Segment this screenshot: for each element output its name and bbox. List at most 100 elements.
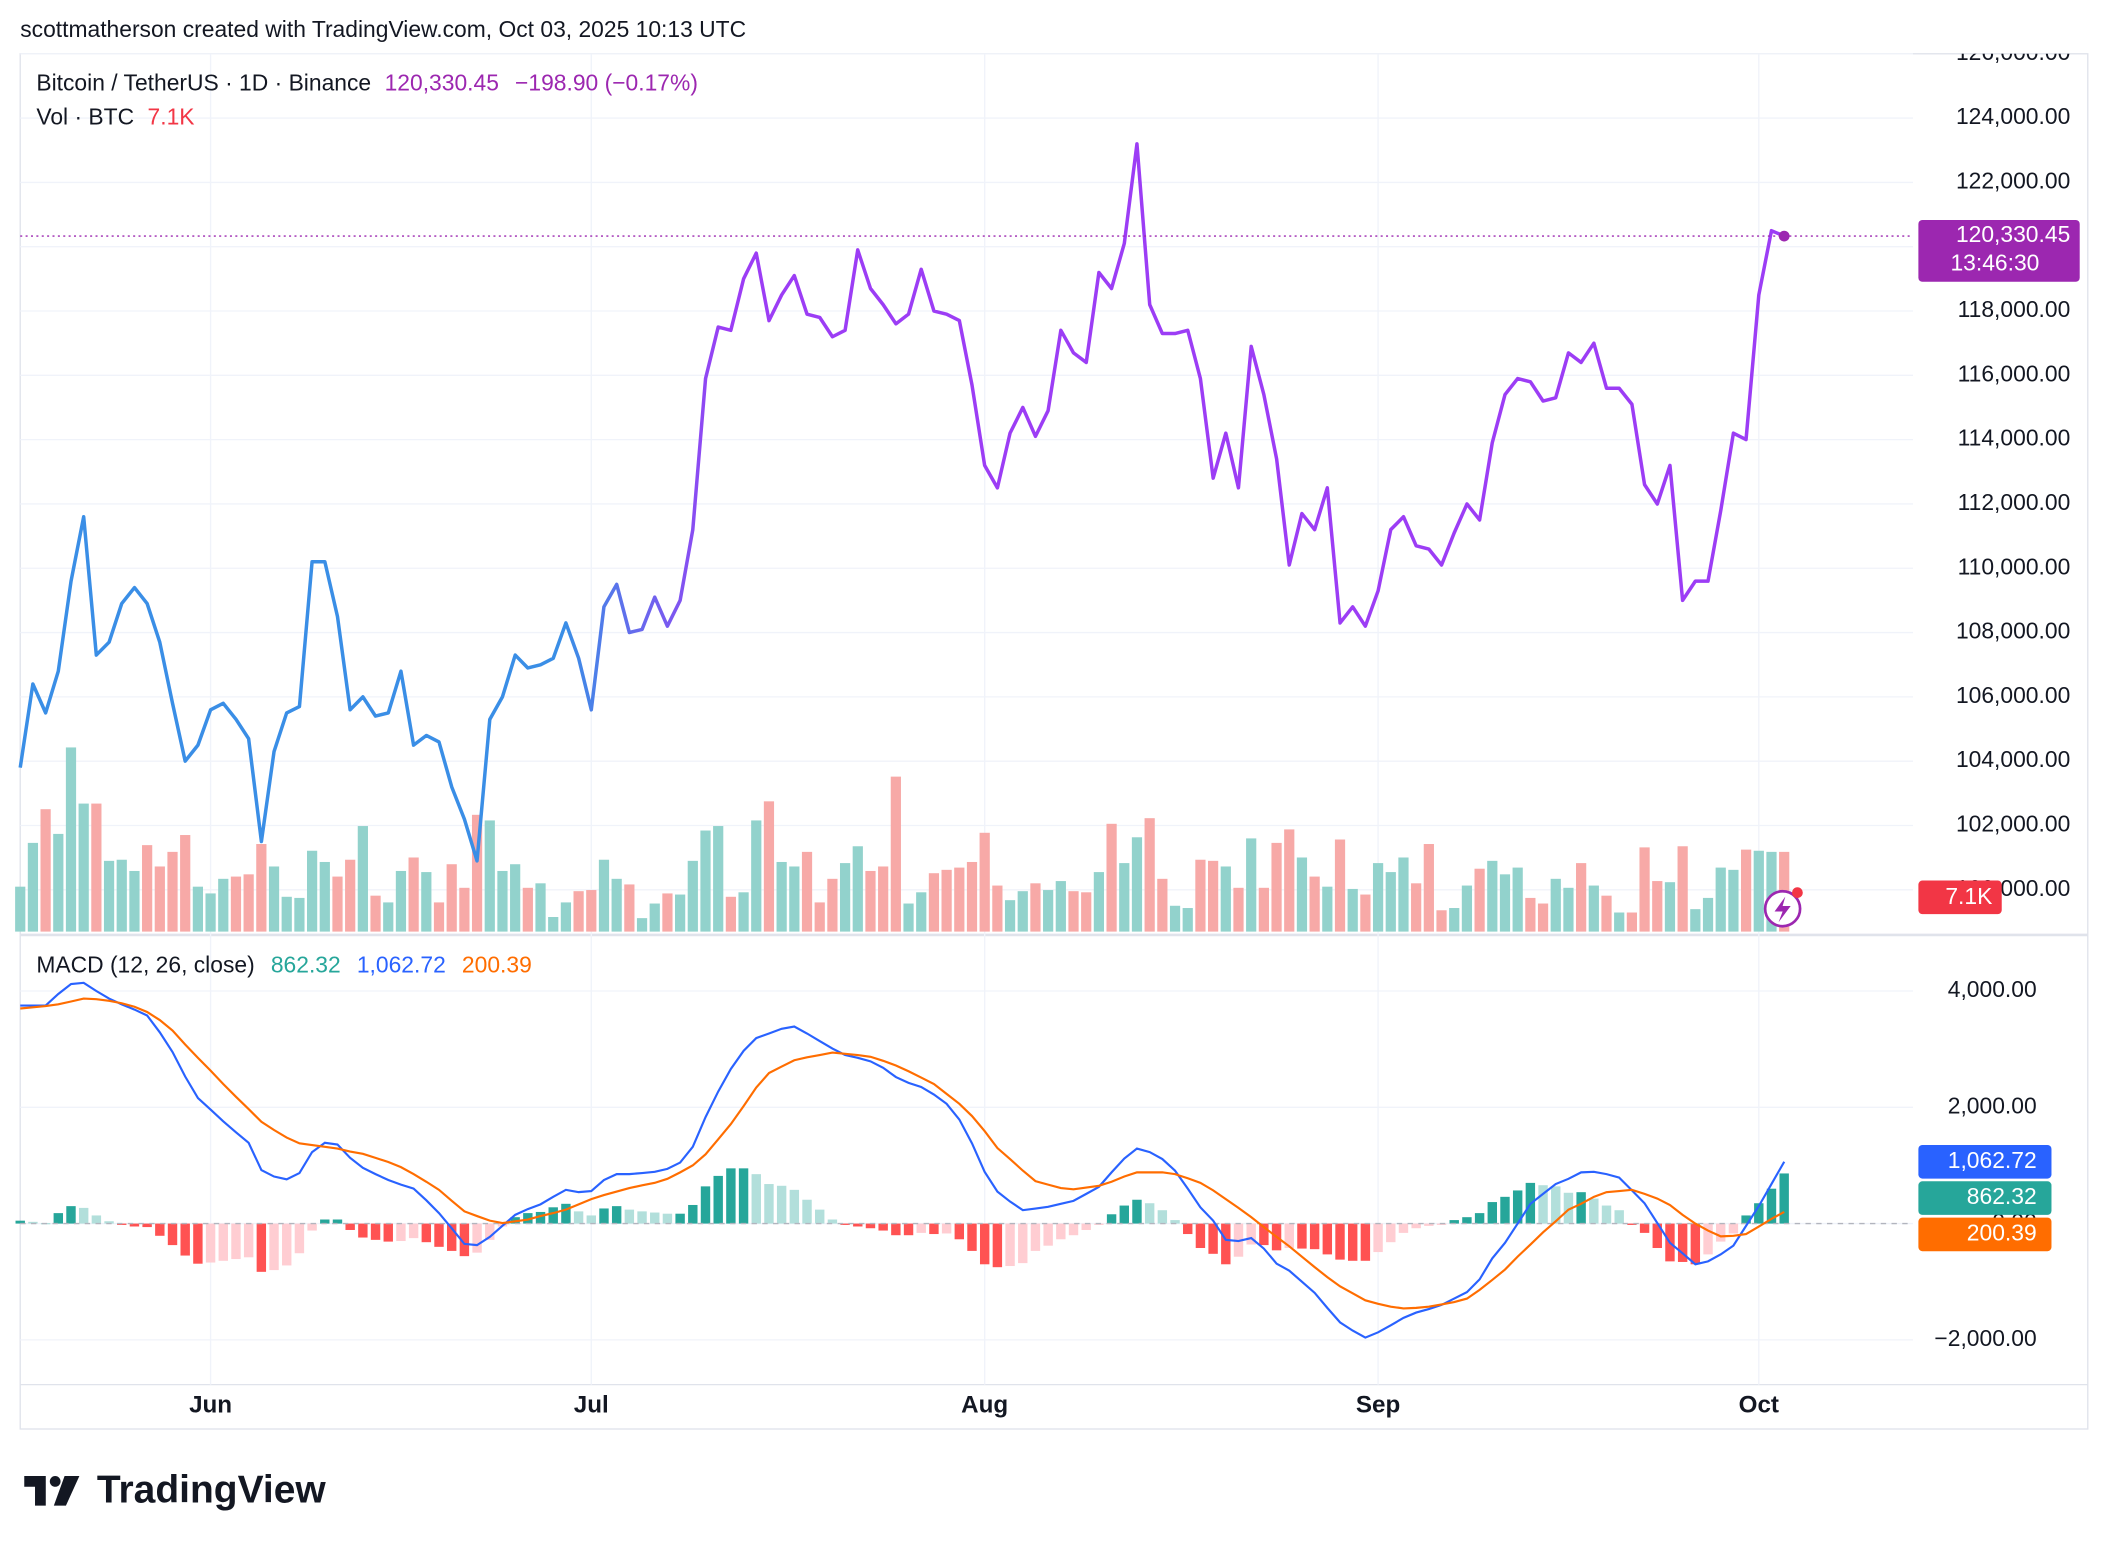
volume-bar (1271, 842, 1282, 932)
volume-bar (1766, 851, 1777, 932)
volume-bar (459, 887, 470, 932)
y-tick-label: 118,000.00 (1958, 296, 2071, 322)
histogram-bar (383, 1223, 393, 1242)
histogram-bar (1424, 1223, 1434, 1226)
histogram-bar (1487, 1202, 1498, 1224)
volume-bar (928, 873, 940, 932)
histogram-bar (1056, 1223, 1066, 1240)
volume-bar (421, 872, 432, 932)
histogram-bar (1360, 1223, 1371, 1261)
chart-frame (19, 53, 2089, 1430)
symbol-title: Bitcoin / TetherUS · 1D · Binance (36, 70, 371, 96)
histogram-bar (1563, 1192, 1574, 1224)
histogram-bar (345, 1223, 355, 1230)
histogram-bar (827, 1219, 838, 1224)
histogram-bar (485, 1223, 495, 1240)
histogram-bar (155, 1223, 165, 1236)
volume-bar (1233, 887, 1244, 932)
macd-label: 1,062.72 (357, 952, 446, 978)
volume-bar (15, 886, 26, 932)
histogram-bar (1386, 1223, 1396, 1243)
histogram-bar (764, 1184, 774, 1224)
volume-bar (1614, 912, 1625, 932)
volume-bar (1068, 891, 1079, 932)
histogram-bar (650, 1212, 660, 1224)
volume-bar (218, 878, 229, 932)
macd-title: MACD (12, 26, close) (36, 952, 254, 978)
volume-bar (1677, 846, 1688, 932)
histogram-bar (66, 1206, 76, 1224)
histogram-label: 862.32 (271, 952, 341, 978)
histogram-bar (78, 1207, 89, 1224)
volume-bar (725, 896, 736, 932)
volume-bar (1309, 876, 1320, 932)
y-tick-label: 114,000.00 (1958, 425, 2071, 451)
volume-bar (1169, 905, 1181, 932)
volume-bar (1220, 866, 1231, 932)
histogram-bar (1119, 1205, 1129, 1224)
volume-bar (281, 896, 292, 932)
histogram-bar (1373, 1223, 1383, 1253)
histogram-bar (256, 1223, 267, 1272)
histogram-bar (358, 1223, 368, 1238)
x-tick-label: Aug (961, 1392, 1008, 1419)
countdown: 13:46:30 (1950, 249, 2039, 275)
volume-bar (1715, 867, 1726, 932)
histogram-bar (104, 1221, 114, 1224)
logo: TradingView (24, 1468, 326, 1511)
volume-bar (383, 902, 394, 932)
volume-bar (471, 814, 483, 932)
volume-bar (687, 860, 698, 932)
volume-bar (1093, 872, 1105, 932)
histogram-bar (1335, 1223, 1345, 1260)
value-badge (1918, 1144, 2052, 1179)
volume-bar (1525, 897, 1536, 932)
volume-bar (1055, 881, 1066, 932)
histogram-bar (446, 1223, 457, 1251)
volume-bar (1043, 890, 1054, 932)
histogram-bar (535, 1211, 546, 1224)
histogram-bar (561, 1203, 571, 1224)
histogram-bar (408, 1223, 419, 1239)
histogram-bar (865, 1223, 876, 1229)
volume-bar (40, 809, 51, 932)
histogram-bar (1627, 1223, 1637, 1225)
volume-bar (1017, 891, 1028, 932)
volume-bar (954, 867, 965, 932)
histogram-bar (1462, 1217, 1472, 1224)
volume-bar (1690, 909, 1701, 932)
y-tick-label: 108,000.00 (1956, 618, 2070, 644)
price-label: 120,330.45 (385, 70, 499, 96)
volume-bar (865, 870, 876, 932)
volume-bar (345, 859, 356, 932)
histogram-bar (599, 1208, 609, 1224)
histogram-bar (459, 1223, 470, 1257)
volume-bar (738, 892, 749, 932)
volume-bar (180, 835, 191, 932)
histogram-bar (1398, 1223, 1409, 1233)
histogram-bar (1170, 1220, 1180, 1224)
volume-bar (662, 893, 673, 932)
volume-bar (1449, 908, 1460, 932)
histogram-bar (1728, 1223, 1739, 1234)
histogram-bar (1132, 1199, 1142, 1224)
value-badge-label: 1,062.72 (1948, 1147, 2037, 1173)
histogram-bar (751, 1174, 761, 1224)
volume-bar (205, 893, 216, 932)
volume-label: 7.1K (148, 103, 195, 129)
volume-bar (1385, 872, 1396, 932)
histogram-bar (1208, 1223, 1218, 1254)
volume-bar (1144, 818, 1155, 932)
volume-bar (268, 866, 280, 932)
volume-bar (1664, 882, 1676, 932)
volume-bar (979, 832, 990, 932)
volume-bar (192, 886, 204, 932)
y-tick-label: 106,000.00 (1956, 682, 2070, 708)
histogram-bar (1474, 1213, 1485, 1224)
volume-bar (243, 874, 254, 932)
histogram-bar (941, 1223, 952, 1234)
y-tick-label: 2,000.00 (1948, 1092, 2037, 1118)
marks (15, 142, 1914, 1339)
x-tick-label: Sep (1356, 1392, 1400, 1419)
